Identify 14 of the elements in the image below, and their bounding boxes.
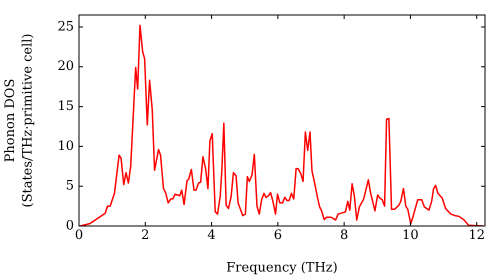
y-tick-label: 10 [57, 138, 74, 154]
x-tick-label: 8 [340, 228, 348, 244]
x-tick-label: 12 [468, 228, 485, 244]
x-tick-label: 10 [402, 228, 419, 244]
x-axis-title: Frequency (THz) [226, 260, 338, 276]
y-tick-label: 15 [57, 98, 74, 114]
x-tick-label: 4 [207, 228, 216, 244]
y-tick-label: 25 [57, 19, 74, 34]
y-tick-label: 5 [66, 178, 74, 194]
y-axis-title: Phonon DOS (States/THz·primitive cell) [3, 33, 36, 208]
x-tick-label: 6 [274, 228, 282, 244]
y-tick-label: 20 [57, 59, 74, 74]
x-tick-label: 2 [141, 228, 150, 244]
y-tick-label: 0 [66, 218, 74, 234]
